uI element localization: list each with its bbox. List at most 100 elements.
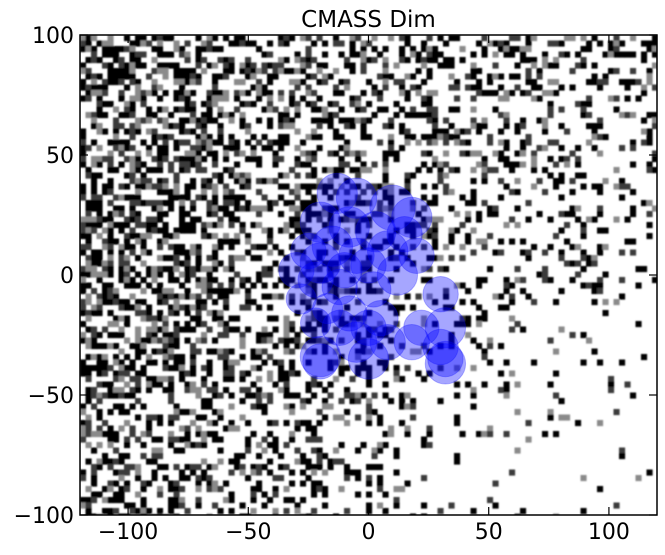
noise-cell xyxy=(338,288,345,295)
noise-cell xyxy=(195,260,202,267)
noise-cell xyxy=(217,436,224,443)
noise-cell xyxy=(300,62,307,69)
noise-cell xyxy=(305,337,312,344)
noise-cell xyxy=(239,205,246,212)
noise-cell xyxy=(278,453,285,460)
noise-cell xyxy=(311,376,318,383)
y-tick-label: −50 xyxy=(28,384,74,409)
noise-cell xyxy=(531,62,538,69)
noise-cell xyxy=(355,491,362,498)
noise-cell xyxy=(261,244,268,251)
noise-cell xyxy=(338,156,345,163)
noise-cell xyxy=(646,73,653,80)
noise-cell xyxy=(289,79,296,86)
noise-cell xyxy=(283,332,290,339)
noise-cell xyxy=(613,216,620,223)
noise-cell xyxy=(261,326,268,333)
noise-cell xyxy=(135,304,142,311)
noise-cell xyxy=(652,156,657,163)
noise-cell xyxy=(646,233,653,240)
noise-cell xyxy=(503,222,510,229)
noise-cell xyxy=(652,84,657,91)
noise-cell xyxy=(333,167,340,174)
noise-cell xyxy=(454,365,461,372)
noise-cell xyxy=(223,62,230,69)
noise-cell xyxy=(547,414,554,421)
noise-cell xyxy=(140,480,147,487)
noise-cell xyxy=(140,40,147,47)
noise-cell xyxy=(597,40,604,47)
noise-cell xyxy=(333,414,340,421)
noise-cell xyxy=(272,244,279,251)
noise-cell xyxy=(514,62,521,69)
noise-cell xyxy=(107,266,114,273)
noise-cell xyxy=(360,106,367,113)
noise-cell xyxy=(135,464,142,471)
noise-cell xyxy=(333,84,340,91)
noise-cell xyxy=(289,436,296,443)
noise-cell xyxy=(102,238,109,245)
noise-cell xyxy=(179,260,186,267)
noise-cell xyxy=(305,62,312,69)
noise-cell xyxy=(465,211,472,218)
noise-cell xyxy=(212,161,219,168)
noise-cell xyxy=(173,436,180,443)
noise-cell xyxy=(558,51,565,58)
noise-cell xyxy=(228,139,235,146)
noise-cell xyxy=(85,205,92,212)
noise-cell xyxy=(124,392,131,399)
noise-cell xyxy=(129,227,136,234)
noise-cell xyxy=(96,128,103,135)
noise-cell xyxy=(305,227,312,234)
scatter-point xyxy=(326,252,363,289)
noise-cell xyxy=(564,161,571,168)
noise-cell xyxy=(503,139,510,146)
noise-cell xyxy=(162,106,169,113)
noise-cell xyxy=(289,403,296,410)
noise-cell xyxy=(558,398,565,405)
noise-cell xyxy=(245,128,252,135)
noise-cell xyxy=(602,134,609,141)
noise-cell xyxy=(294,447,301,454)
noise-cell xyxy=(129,365,136,372)
noise-cell xyxy=(91,161,98,168)
noise-cell xyxy=(404,183,411,190)
noise-cell xyxy=(344,227,351,234)
noise-cell xyxy=(267,458,274,465)
noise-cell xyxy=(283,497,290,504)
noise-cell xyxy=(426,150,433,157)
noise-cell xyxy=(294,222,301,229)
noise-cell xyxy=(327,381,334,388)
noise-cell xyxy=(157,381,164,388)
noise-cell xyxy=(245,200,252,207)
noise-cell xyxy=(228,370,235,377)
noise-cell xyxy=(80,502,87,509)
noise-cell xyxy=(157,238,164,245)
noise-cell xyxy=(542,57,549,64)
noise-cell xyxy=(305,321,312,328)
noise-cell xyxy=(135,326,142,333)
noise-cell xyxy=(184,68,191,75)
noise-cell xyxy=(580,332,587,339)
noise-cell xyxy=(223,299,230,306)
noise-cell xyxy=(179,156,186,163)
noise-cell xyxy=(410,200,417,207)
noise-cell xyxy=(245,73,252,80)
noise-cell xyxy=(476,238,483,245)
noise-cell xyxy=(135,117,142,124)
noise-cell xyxy=(377,343,384,350)
noise-cell xyxy=(96,73,103,80)
noise-cell xyxy=(80,35,87,42)
noise-cell xyxy=(525,57,532,64)
noise-cell xyxy=(289,167,296,174)
noise-cell xyxy=(234,238,241,245)
noise-cell xyxy=(630,249,637,256)
noise-cell xyxy=(580,508,587,515)
noise-cell xyxy=(250,84,257,91)
noise-cell xyxy=(206,282,213,289)
noise-cell xyxy=(234,425,241,432)
noise-cell xyxy=(393,321,400,328)
noise-cell xyxy=(459,128,466,135)
noise-cell xyxy=(311,117,318,124)
noise-cell xyxy=(140,370,147,377)
